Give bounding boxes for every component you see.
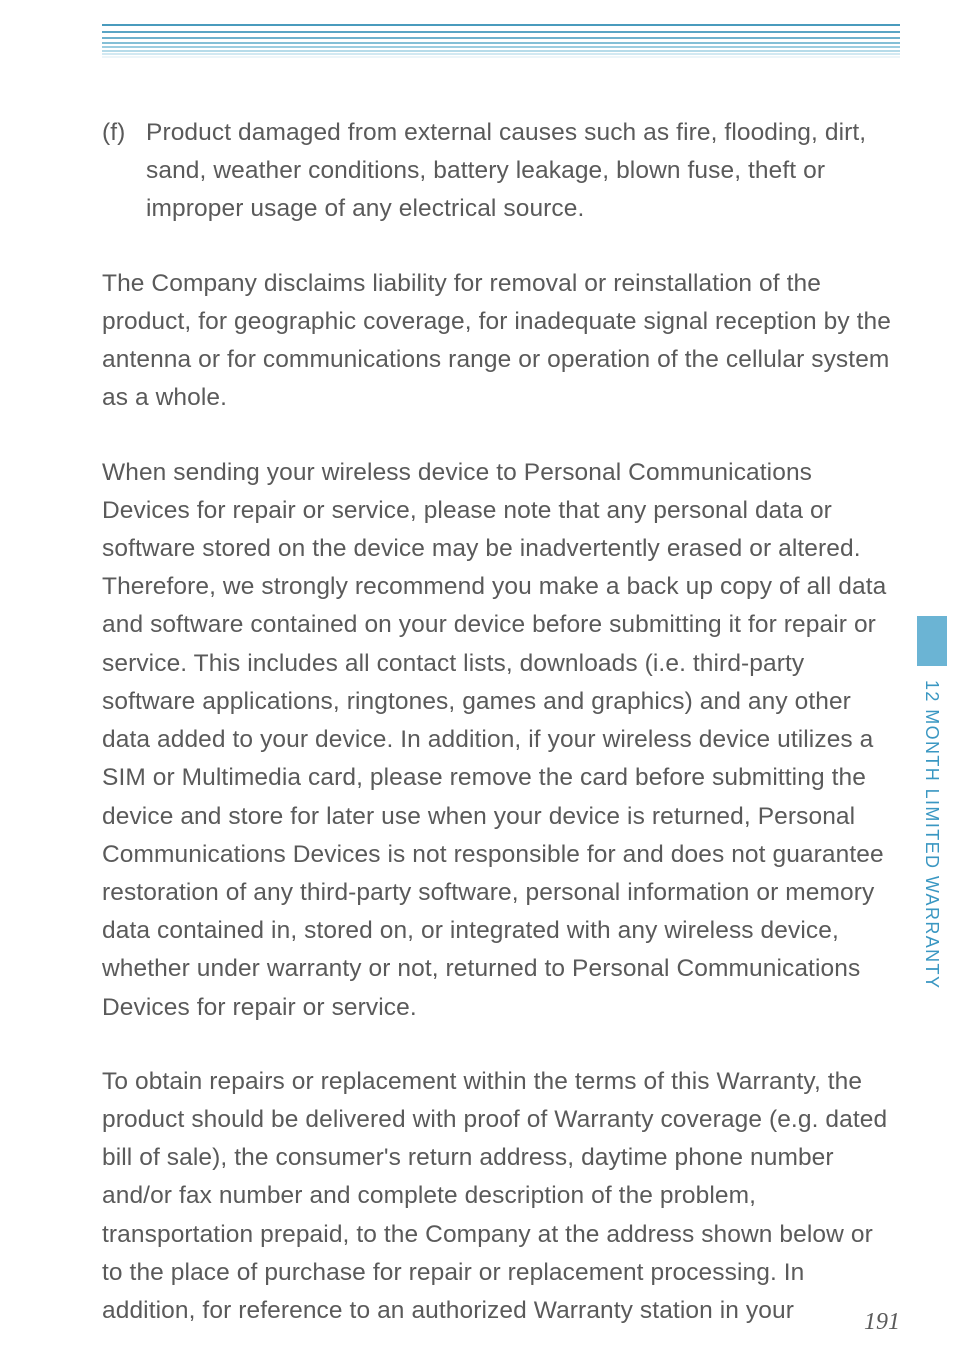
header-rule bbox=[102, 56, 900, 58]
list-item-f: (f) Product damaged from external causes… bbox=[102, 104, 900, 229]
side-tab-bar bbox=[917, 616, 947, 666]
page-number: 191 bbox=[864, 1309, 900, 1336]
document-page: (f) Product damaged from external causes… bbox=[0, 0, 954, 1358]
header-rule bbox=[102, 46, 900, 48]
header-rule bbox=[102, 24, 900, 26]
header-rule bbox=[102, 42, 900, 44]
header-rule bbox=[102, 53, 900, 55]
header-rule bbox=[102, 37, 900, 39]
header-rule-stack bbox=[102, 24, 900, 58]
side-tab-label: 12 MONTH LIMITED WARRANTY bbox=[921, 680, 942, 989]
paragraph-1: The Company disclaims liability for remo… bbox=[102, 265, 900, 418]
page-content: (f) Product damaged from external causes… bbox=[102, 40, 900, 1330]
side-tab: 12 MONTH LIMITED WARRANTY bbox=[909, 616, 954, 1044]
header-rule bbox=[102, 50, 900, 52]
header-rule bbox=[102, 31, 900, 33]
list-item-text: Product damaged from external causes suc… bbox=[146, 114, 900, 229]
list-marker: (f) bbox=[102, 114, 146, 229]
paragraph-3: To obtain repairs or replacement within … bbox=[102, 1063, 900, 1331]
paragraph-2: When sending your wireless device to Per… bbox=[102, 454, 900, 1027]
